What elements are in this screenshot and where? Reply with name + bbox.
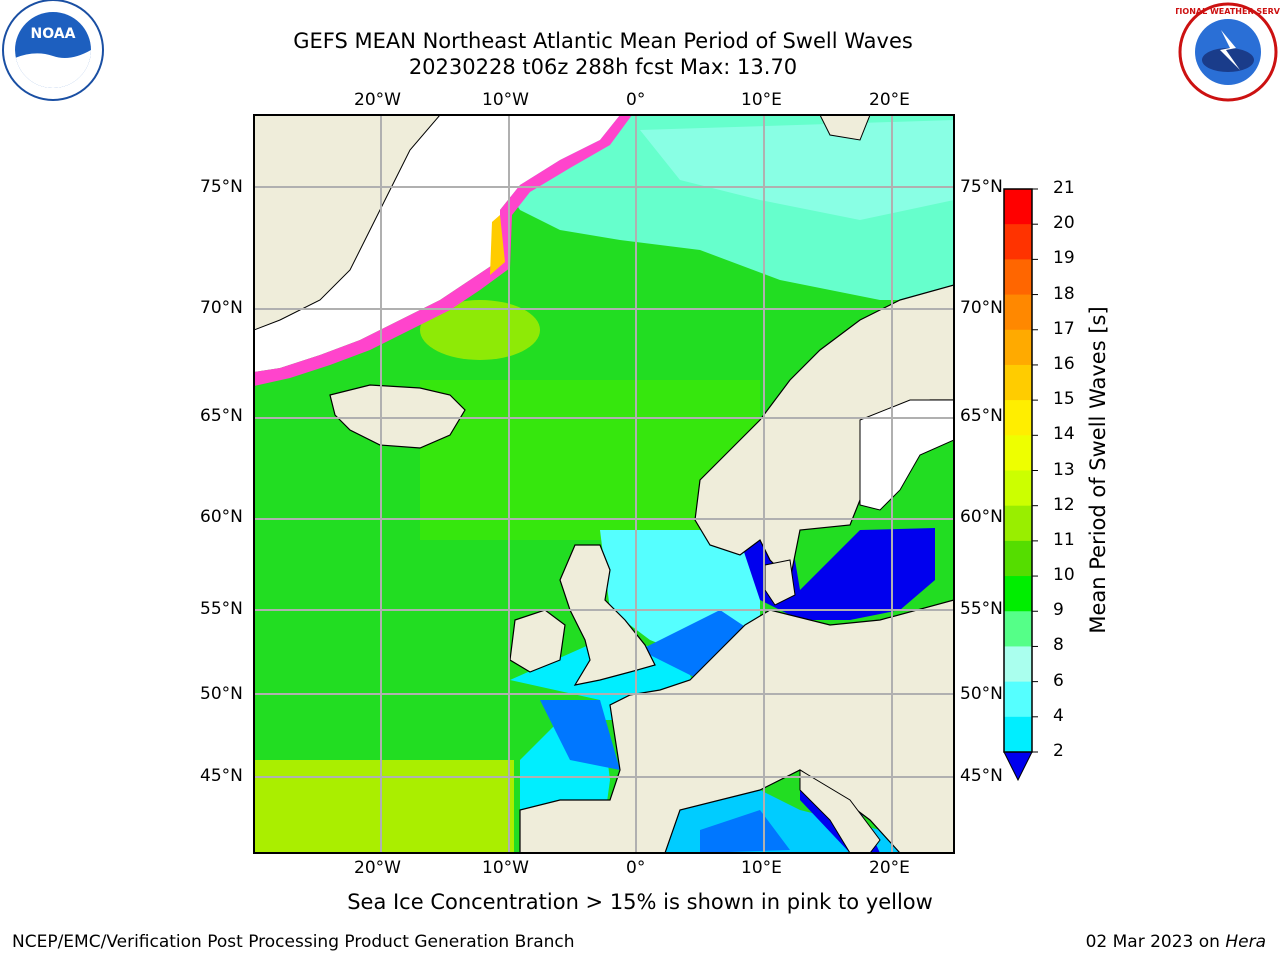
noaa-logo-text: NOAA — [31, 26, 76, 42]
lat-right-label: 45°N — [960, 766, 1003, 786]
lon-top-label: 20°E — [869, 90, 910, 110]
colorbar-tick-label: 9 — [1053, 600, 1064, 621]
colorbar-extend-arrow — [1003, 751, 1033, 782]
lon-bottom-label: 10°W — [482, 858, 529, 878]
colorbar-segment — [1004, 470, 1032, 507]
colorbar-tick-label: 15 — [1053, 389, 1075, 410]
colorbar-segment — [1004, 294, 1032, 331]
lat-left-label: 65°N — [200, 406, 243, 426]
colorbar-frame — [1003, 188, 1033, 753]
colorbar-segment — [1004, 364, 1032, 401]
map-graticule — [254, 115, 954, 853]
map-frame — [253, 114, 955, 854]
lon-bottom-label: 20°W — [354, 858, 401, 878]
run-date-credit: 02 Mar 2023 on Hera — [1086, 932, 1266, 952]
run-host: Hera — [1225, 932, 1266, 952]
great-britain-land — [559, 544, 656, 686]
producer-credit: NCEP/EMC/Verification Post Processing Pr… — [12, 932, 575, 952]
map-subtitle: 20230228 t06z 288h fcst Max: 13.70 — [408, 55, 798, 79]
lat-right-label: 60°N — [960, 507, 1003, 527]
colorbar — [1004, 188, 1038, 753]
colorbar-tick-label: 20 — [1053, 213, 1075, 234]
colorbar-segment — [1004, 259, 1032, 296]
colorbar-tick-label: 18 — [1053, 283, 1075, 304]
colorbar-tick-label: 17 — [1053, 318, 1075, 339]
colorbar-tick-label: 13 — [1053, 459, 1075, 480]
lat-left-label: 75°N — [200, 177, 243, 197]
colorbar-tick-label: 4 — [1053, 705, 1064, 726]
colorbar-segment — [1004, 435, 1032, 471]
lon-bottom-label: 20°E — [869, 858, 910, 878]
colorbar-tick-label: 8 — [1053, 635, 1064, 656]
lat-right-label: 65°N — [960, 406, 1003, 426]
lat-left-label: 55°N — [200, 599, 243, 619]
lat-right-label: 50°N — [960, 684, 1003, 704]
lat-right-label: 75°N — [960, 177, 1003, 197]
map-field — [254, 115, 954, 853]
lat-left-label: 60°N — [200, 507, 243, 527]
colorbar-tick-label: 6 — [1053, 670, 1064, 691]
lon-bottom-label: 10°E — [741, 858, 782, 878]
lat-right-label: 55°N — [960, 599, 1003, 619]
sea-ice-edge — [254, 115, 632, 386]
colorbar-tick-label: 19 — [1053, 248, 1075, 269]
colorbar-tick-label: 12 — [1053, 494, 1075, 515]
colorbar-tick-label: 14 — [1053, 424, 1075, 445]
colorbar-segment — [1004, 400, 1032, 436]
svalbard-land — [819, 115, 871, 141]
colorbar-segment — [1004, 646, 1032, 683]
lon-top-label: 10°W — [482, 90, 529, 110]
colorbar-segment — [1004, 716, 1032, 753]
lon-top-label: 0° — [626, 90, 646, 110]
lon-bottom-label: 0° — [626, 858, 646, 878]
colorbar-segment — [1004, 681, 1032, 718]
run-date: 02 Mar 2023 on — [1085, 932, 1226, 952]
lat-left-label: 50°N — [200, 684, 243, 704]
colorbar-segment — [1004, 611, 1032, 647]
colorbar-tick-label: 16 — [1053, 353, 1075, 374]
colorbar-tick-label: 10 — [1053, 565, 1075, 586]
colorbar-segment — [1004, 224, 1032, 260]
colorbar-label: Mean Period of Swell Waves [s] — [1086, 306, 1110, 634]
iceland-land — [329, 384, 466, 449]
colorbar-segment — [1004, 576, 1032, 612]
map-title: GEFS MEAN Northeast Atlantic Mean Period… — [293, 29, 913, 53]
colorbar-tick-label: 11 — [1053, 529, 1075, 550]
lat-left-label: 45°N — [200, 766, 243, 786]
nws-logo: NATIONAL WEATHER SERVICE — [1176, 2, 1280, 102]
lat-left-label: 70°N — [200, 298, 243, 318]
greenland-land — [254, 115, 441, 331]
colorbar-segment — [1004, 329, 1032, 366]
colorbar-segment — [1004, 540, 1032, 577]
lon-top-label: 10°E — [741, 90, 782, 110]
italy-land — [799, 769, 881, 853]
noaa-logo: NOAA — [2, 0, 104, 101]
lon-top-label: 20°W — [354, 90, 401, 110]
colorbar-segment — [1004, 189, 1032, 225]
sea-ice-note: Sea Ice Concentration > 15% is shown in … — [347, 890, 933, 914]
colorbar-tick-label: 2 — [1053, 741, 1064, 761]
colorbar-segment — [1004, 505, 1032, 542]
colorbar-tick-label: 21 — [1053, 178, 1075, 198]
nws-logo-text: NATIONAL WEATHER SERVICE — [1176, 7, 1280, 16]
lat-right-label: 70°N — [960, 298, 1003, 318]
southwest-high-swell — [254, 760, 514, 853]
